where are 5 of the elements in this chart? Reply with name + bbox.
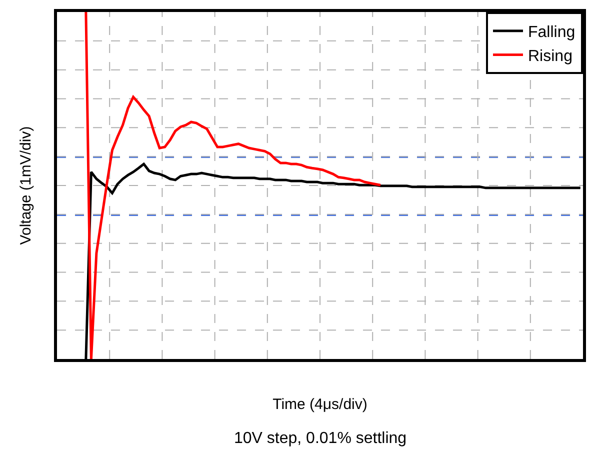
x-axis-title: Time (4μs/div): [272, 396, 368, 413]
text: 10V step, 0.01% settling: [234, 430, 407, 447]
y-axis-title: Voltage (1mV/div): [17, 126, 34, 245]
legend-label: Falling: [528, 24, 576, 42]
legend-label: Rising: [528, 48, 572, 65]
